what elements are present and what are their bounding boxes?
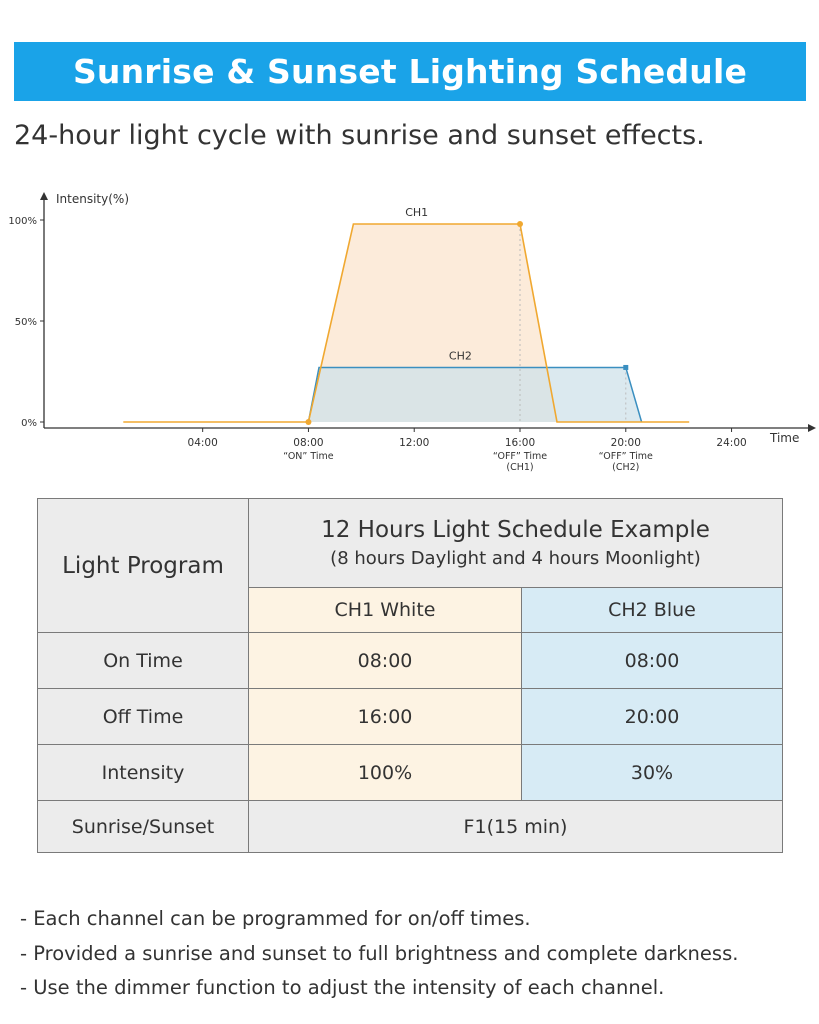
page-title: Sunrise & Sunset Lighting Schedule (72, 52, 748, 91)
x-tick-label: 08:00 (293, 437, 323, 449)
x-tick-note: (CH1) (506, 462, 533, 473)
x-tick-note: “OFF” Time (599, 451, 653, 462)
light-program-label: Light Program (37, 498, 249, 633)
ch2-header: CH2 Blue (521, 587, 783, 633)
ch2-off-marker (623, 364, 629, 370)
x-tick-label: 24:00 (716, 437, 746, 449)
x-tick-label: 04:00 (188, 437, 218, 449)
table-header: 12 Hours Light Schedule Example (8 hours… (248, 498, 783, 588)
ch2-cell: 30% (521, 744, 783, 801)
table-row: Off Time 16:00 20:00 (37, 688, 783, 745)
x-axis-label: Time (769, 431, 799, 445)
ch1-series-label: CH1 (405, 206, 428, 219)
table-row: Intensity 100% 30% (37, 744, 783, 801)
table-header-subtitle: (8 hours Daylight and 4 hours Moonlight) (330, 548, 701, 569)
ch1-on-marker (305, 419, 312, 425)
ch1-cell: 08:00 (248, 632, 522, 689)
x-tick-note: “OFF” Time (493, 451, 547, 462)
sunrise-sunset-value: F1(15 min) (248, 800, 783, 853)
schedule-table: Light Program 12 Hours Light Schedule Ex… (37, 498, 783, 853)
x-tick-note: “ON” Time (283, 451, 334, 462)
table-header-row: Light Program 12 Hours Light Schedule Ex… (37, 498, 783, 633)
y-axis-arrow (40, 192, 48, 200)
ch2-area (308, 367, 642, 422)
note-item: - Provided a sunrise and sunset to full … (20, 941, 739, 965)
note-item: - Each channel can be programmed for on/… (20, 907, 531, 930)
row-label: On Time (37, 632, 249, 689)
row-label: Intensity (37, 744, 249, 801)
sunrise-sunset-label: Sunrise/Sunset (37, 800, 249, 853)
x-tick-label: 16:00 (505, 437, 535, 449)
page-subtitle: 24-hour light cycle with sunrise and sun… (14, 120, 705, 151)
ch2-cell: 20:00 (521, 688, 783, 745)
x-tick-note: (CH2) (612, 462, 639, 473)
ch1-cell: 16:00 (248, 688, 522, 745)
y-tick-label: 50% (15, 317, 37, 328)
ch2-line (307, 366, 643, 423)
y-tick-label: 100% (8, 216, 37, 227)
ch1-line (123, 223, 690, 423)
table-row: On Time 08:00 08:00 (37, 632, 783, 689)
x-axis-arrow (808, 424, 816, 432)
note-item: - Use the dimmer function to adjust the … (20, 976, 665, 999)
row-label: Off Time (37, 688, 249, 745)
y-axis-label: Intensity(%) (56, 192, 129, 206)
intensity-chart: Intensity(%) Time 0% 50% 100% 04:00 08:00 “ON” … (8, 192, 816, 473)
title-banner: Sunrise & Sunset Lighting Schedule (14, 42, 806, 101)
table-header-title: 12 Hours Light Schedule Example (321, 517, 710, 543)
channel-header-row: CH1 White CH2 Blue (38, 587, 783, 633)
ch1-header: CH1 White (248, 587, 522, 633)
notes-list: - Each channel can be programmed for on/… (20, 902, 738, 1006)
ch2-cell: 08:00 (521, 632, 783, 689)
ch1-cell: 100% (248, 744, 522, 801)
y-tick-label: 0% (21, 418, 37, 429)
ch1-off-marker (517, 221, 523, 228)
ch2-series-label: CH2 (449, 349, 472, 362)
x-tick-label: 20:00 (611, 437, 641, 449)
table-row: Sunrise/Sunset F1(15 min) (37, 800, 783, 853)
x-tick-label: 12:00 (399, 437, 429, 449)
